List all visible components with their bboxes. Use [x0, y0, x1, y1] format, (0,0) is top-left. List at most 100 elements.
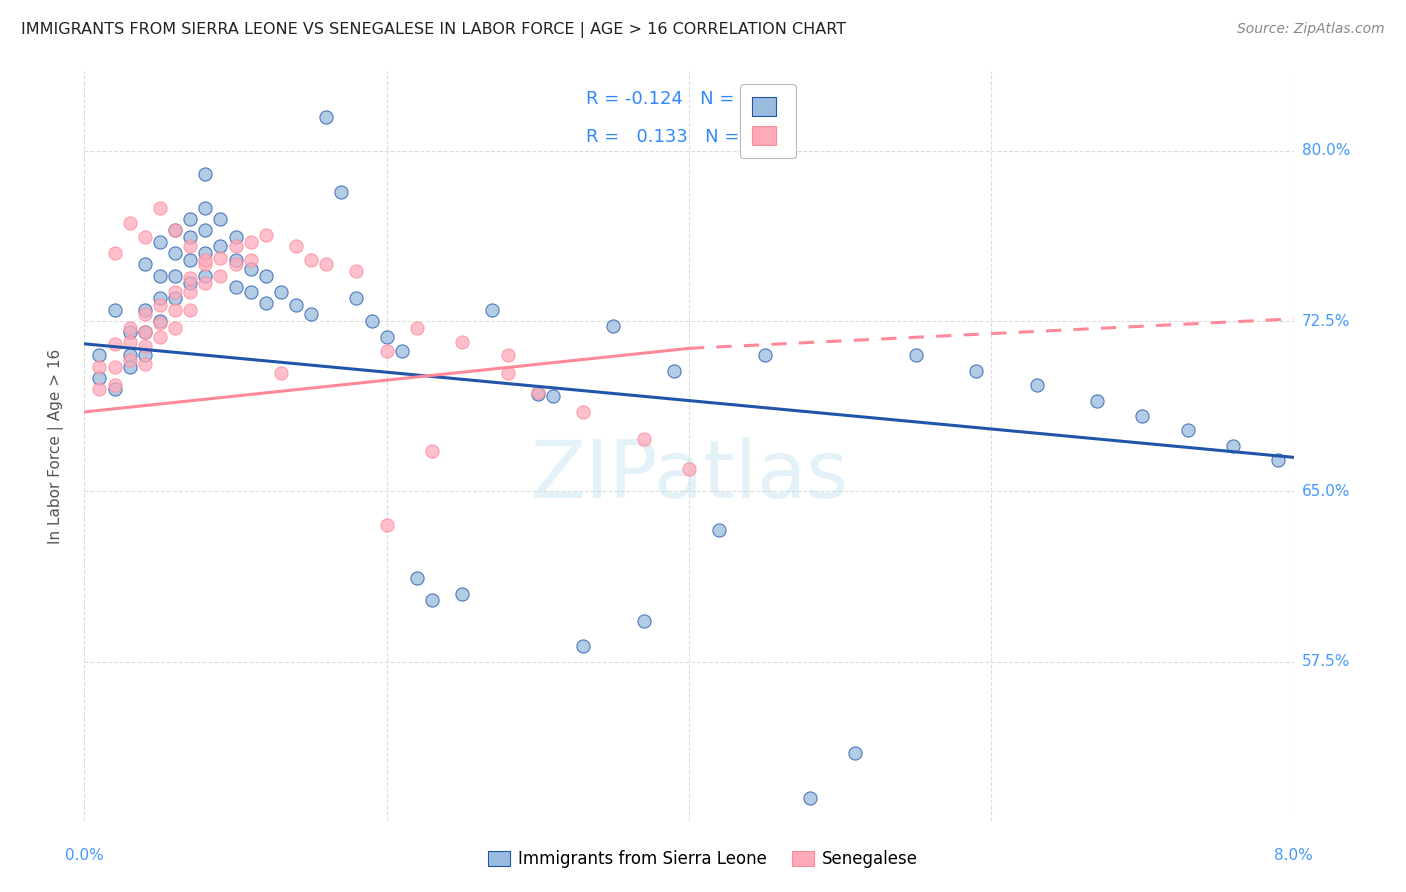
Point — [375, 518, 398, 533]
Point — [104, 302, 127, 317]
Point — [254, 268, 277, 283]
Point — [1177, 423, 1199, 437]
Point — [134, 230, 156, 244]
Point — [299, 252, 322, 267]
Text: 57.5%: 57.5% — [1302, 654, 1350, 669]
Point — [225, 257, 247, 271]
Point — [254, 296, 277, 310]
Point — [254, 227, 277, 242]
Point — [346, 264, 368, 278]
Point — [315, 257, 337, 271]
Point — [799, 791, 821, 805]
Text: 80.0%: 80.0% — [1302, 144, 1350, 158]
Point — [179, 285, 201, 299]
Point — [496, 367, 519, 381]
Point — [165, 223, 187, 237]
Point — [179, 302, 201, 317]
Point — [709, 523, 731, 537]
Point — [225, 239, 247, 253]
Point — [134, 357, 156, 371]
Point — [420, 443, 443, 458]
Point — [134, 302, 156, 317]
Point — [104, 246, 127, 260]
Point — [165, 285, 187, 299]
Point — [165, 302, 187, 317]
Point — [118, 352, 141, 367]
Point — [406, 571, 429, 585]
Point — [165, 268, 187, 283]
Point — [391, 343, 413, 358]
Point — [194, 201, 217, 215]
Point — [451, 586, 474, 600]
Point — [225, 252, 247, 267]
Point — [965, 364, 987, 378]
Point — [662, 364, 685, 378]
Point — [209, 251, 232, 265]
Point — [104, 336, 127, 351]
Point — [1267, 452, 1289, 467]
Text: IMMIGRANTS FROM SIERRA LEONE VS SENEGALESE IN LABOR FORCE | AGE > 16 CORRELATION: IMMIGRANTS FROM SIERRA LEONE VS SENEGALE… — [21, 22, 846, 38]
Text: 72.5%: 72.5% — [1302, 314, 1350, 328]
Point — [194, 223, 217, 237]
Point — [375, 343, 398, 358]
Point — [89, 371, 111, 385]
Point — [406, 321, 429, 335]
Point — [134, 339, 156, 353]
Point — [165, 292, 187, 306]
Point — [165, 246, 187, 260]
Text: R =   0.133   N = 53: R = 0.133 N = 53 — [586, 128, 768, 145]
Point — [527, 386, 550, 401]
Point — [270, 285, 292, 299]
Point — [602, 318, 624, 333]
Point — [1132, 409, 1154, 424]
Point — [179, 230, 201, 244]
Point — [299, 307, 322, 321]
Point — [104, 359, 127, 374]
Point — [179, 211, 201, 226]
Point — [285, 239, 308, 253]
Point — [315, 110, 337, 124]
Point — [118, 326, 141, 340]
Point — [1025, 377, 1047, 392]
Point — [1222, 439, 1244, 453]
Point — [118, 359, 141, 374]
Point — [149, 330, 172, 344]
Point — [633, 432, 655, 446]
Point — [149, 235, 172, 249]
Point — [89, 359, 111, 374]
Point — [118, 334, 141, 349]
Point — [572, 405, 595, 419]
Point — [754, 348, 776, 362]
Text: 65.0%: 65.0% — [1302, 484, 1350, 499]
Point — [149, 201, 172, 215]
Point — [165, 223, 187, 237]
Point — [149, 298, 172, 312]
Point — [149, 314, 172, 328]
Point — [239, 261, 262, 276]
Point — [149, 292, 172, 306]
Legend: , : , — [740, 84, 796, 158]
Point — [89, 348, 111, 362]
Point — [209, 268, 232, 283]
Point — [844, 746, 866, 760]
Point — [194, 167, 217, 181]
Point — [194, 252, 217, 267]
Text: 8.0%: 8.0% — [1274, 848, 1313, 863]
Point — [134, 307, 156, 321]
Point — [420, 593, 443, 607]
Point — [194, 276, 217, 290]
Text: 0.0%: 0.0% — [65, 848, 104, 863]
Point — [209, 239, 232, 253]
Point — [149, 317, 172, 331]
Point — [451, 334, 474, 349]
Point — [118, 217, 141, 231]
Legend: Immigrants from Sierra Leone, Senegalese: Immigrants from Sierra Leone, Senegalese — [481, 844, 925, 875]
Point — [149, 268, 172, 283]
Text: ZIPatlas: ZIPatlas — [530, 437, 848, 515]
Point — [239, 235, 262, 249]
Point — [165, 321, 187, 335]
Point — [633, 614, 655, 628]
Point — [375, 330, 398, 344]
Point — [194, 257, 217, 271]
Point — [194, 268, 217, 283]
